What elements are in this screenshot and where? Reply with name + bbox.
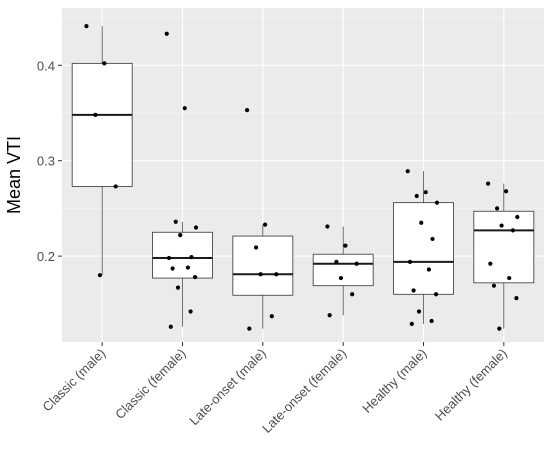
- box: [152, 231, 213, 279]
- data-point: [93, 112, 98, 117]
- data-point: [423, 190, 428, 195]
- data-point: [170, 266, 175, 271]
- data-point: [325, 224, 330, 229]
- y-tick-label: 0.3: [37, 154, 55, 169]
- data-point: [343, 243, 348, 248]
- data-point: [113, 184, 118, 189]
- data-point: [182, 106, 187, 111]
- data-point: [338, 275, 344, 281]
- data-point: [258, 272, 263, 277]
- x-tick-label: Late-onset (male): [186, 346, 269, 429]
- data-point: [262, 222, 268, 227]
- data-point: [494, 206, 500, 211]
- data-point: [354, 261, 359, 266]
- point-layer: [84, 24, 520, 331]
- data-point: [274, 272, 279, 277]
- box: [232, 235, 294, 296]
- data-point: [497, 326, 502, 331]
- data-point: [491, 283, 497, 288]
- x-tick-label: Healthy (male): [359, 346, 429, 416]
- data-point: [178, 233, 183, 238]
- data-point: [193, 225, 199, 230]
- data-point: [189, 254, 194, 260]
- y-tick-label: 0.2: [37, 249, 55, 264]
- data-point: [507, 275, 512, 281]
- data-point: [244, 108, 250, 113]
- box: [312, 253, 374, 287]
- data-point: [175, 285, 181, 290]
- data-point: [434, 292, 439, 297]
- data-point: [485, 181, 491, 186]
- x-tick-label: Classic (female): [112, 346, 189, 423]
- data-point: [488, 261, 493, 266]
- data-point: [514, 296, 519, 301]
- data-point: [185, 265, 190, 270]
- data-point: [426, 267, 431, 272]
- data-point: [430, 236, 435, 242]
- y-tick-label: 0.4: [37, 58, 55, 73]
- data-point: [173, 219, 178, 224]
- data-point: [269, 314, 274, 319]
- data-point: [84, 24, 89, 29]
- data-point: [515, 214, 520, 220]
- data-point: [409, 321, 414, 326]
- panel-background: [62, 8, 544, 342]
- x-tick-label: Late-onset (female): [259, 346, 349, 436]
- x-tick-label: Healthy (female): [432, 346, 510, 424]
- data-point: [193, 275, 198, 280]
- data-point: [405, 169, 410, 174]
- x-tick-label: Classic (male): [39, 346, 108, 415]
- box-layer: [71, 26, 535, 329]
- data-point: [97, 273, 103, 278]
- data-point: [503, 189, 509, 194]
- data-point: [414, 193, 419, 199]
- data-point: [166, 255, 172, 261]
- data-point: [168, 324, 173, 329]
- data-point: [419, 220, 424, 225]
- data-point: [334, 259, 339, 264]
- data-point: [188, 309, 193, 314]
- box: [473, 210, 535, 284]
- data-point: [164, 31, 169, 36]
- box: [393, 202, 454, 295]
- data-point: [407, 259, 413, 264]
- data-point: [350, 292, 355, 297]
- box: [71, 62, 133, 187]
- data-point: [411, 288, 416, 293]
- data-point: [253, 245, 259, 250]
- data-point: [327, 313, 332, 318]
- data-point: [429, 318, 434, 324]
- data-point: [416, 309, 422, 314]
- data-point: [499, 223, 504, 228]
- y-axis-title: Mean VTI: [4, 136, 24, 214]
- data-point: [510, 228, 515, 233]
- data-point: [102, 61, 107, 66]
- data-point: [247, 326, 252, 331]
- data-point: [434, 200, 440, 205]
